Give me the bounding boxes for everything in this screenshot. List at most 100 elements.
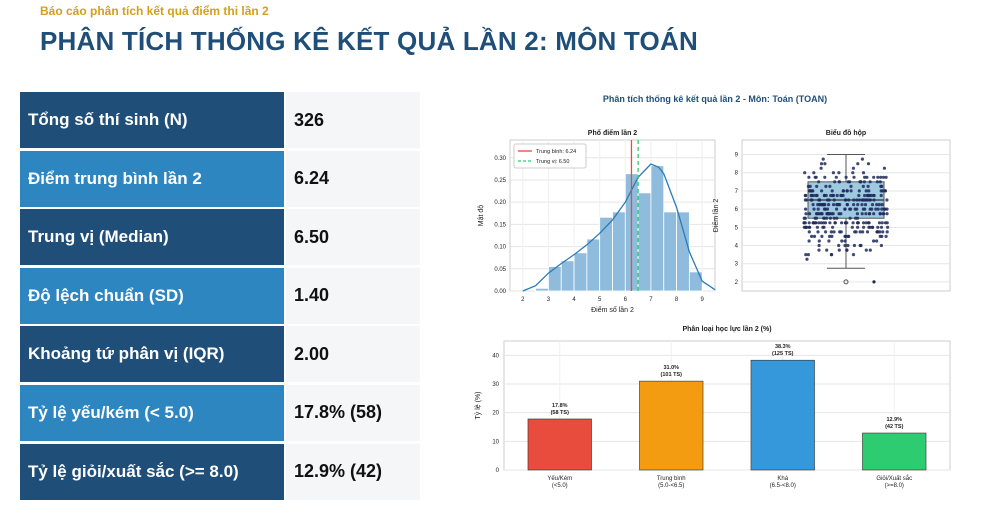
boxplot-point [874, 207, 878, 211]
boxplot-point [872, 175, 876, 179]
category-bar-label: 31.0% [663, 365, 679, 371]
boxplot-point [807, 230, 811, 234]
boxplot-point [845, 189, 849, 193]
stat-row-median: Trung vị (Median) 6.50 [20, 209, 420, 266]
boxplot-ytick-label: 5 [735, 225, 739, 231]
boxplot-point [865, 175, 869, 179]
boxplot-point [824, 184, 828, 188]
boxplot-point [881, 212, 885, 216]
boxplot-point [870, 203, 875, 207]
boxplot-point [866, 184, 870, 188]
category-bar [639, 380, 704, 471]
boxplot-ylabel: Điểm lần 2 [711, 199, 720, 233]
boxplot-point [846, 243, 850, 248]
boxplot-point [828, 184, 832, 188]
boxplot-point [867, 212, 871, 216]
boxplot-point [880, 221, 884, 225]
boxplot-ytick-label: 3 [735, 262, 739, 268]
boxplot-point [876, 225, 880, 229]
boxplot-point [878, 234, 882, 238]
boxplot-point [822, 216, 826, 220]
boxplot-point [847, 198, 851, 202]
boxplot-point [815, 184, 819, 188]
legend-label: Trung vị: 6.50 [536, 159, 569, 165]
category-xtick-range: (6.5-<8.0) [770, 483, 796, 489]
histogram-bar [650, 165, 665, 292]
stat-value: 17.8% (58) [286, 384, 420, 441]
boxplot-ytick-label: 7 [735, 189, 739, 195]
boxplot-point [876, 207, 880, 211]
histogram-bar [612, 211, 626, 292]
boxplot-point [845, 203, 849, 207]
histogram-xtick-label: 7 [649, 297, 653, 303]
boxplot-point [855, 212, 859, 216]
boxplot-point [843, 221, 847, 225]
boxplot-point [872, 212, 876, 216]
histogram-bar [663, 211, 677, 292]
histogram-bar [573, 252, 588, 292]
stat-label: Độ lệch chuẩn (SD) [20, 267, 284, 324]
boxplot-point [879, 225, 884, 229]
boxplot-point [834, 175, 838, 179]
boxplot-point [816, 230, 820, 234]
boxplot-point [881, 230, 885, 234]
figure-title: Phân tích thống kê kết quả lần 2 - Môn: … [603, 94, 827, 104]
boxplot-point [875, 180, 879, 184]
boxplot-ytick-label: 9 [735, 153, 739, 159]
boxplot-point [837, 248, 841, 252]
histogram-title: Phổ điểm lần 2 [588, 128, 638, 137]
histogram-xtick-label: 3 [547, 297, 551, 303]
boxplot-point [803, 171, 807, 175]
boxplot-point [857, 193, 861, 198]
stat-label: Tỷ lệ yếu/kém (< 5.0) [20, 384, 284, 441]
histogram-ytick-label: 0.20 [494, 200, 506, 206]
boxplot-point [866, 221, 871, 225]
boxplot-point [825, 207, 830, 211]
boxplot-point [880, 184, 884, 188]
boxplot-point [828, 216, 832, 220]
boxplot-point [811, 221, 815, 225]
boxplot-point [867, 198, 871, 202]
boxplot-point [817, 248, 821, 252]
category-bar-label: 17.8% [552, 403, 568, 409]
boxplot-point [852, 198, 856, 202]
boxplot-point [805, 257, 809, 261]
histogram-xtick-label: 2 [521, 297, 525, 303]
category-xtick-range: (<5.0) [552, 483, 568, 489]
boxplot-point [879, 175, 883, 179]
boxplot-point [803, 198, 807, 202]
boxplot-point [885, 207, 889, 211]
stat-label: Trung vị (Median) [20, 209, 284, 266]
report-subtitle: Báo cáo phân tích kết quả điểm thi lần 2 [40, 4, 269, 18]
stat-value: 2.00 [286, 326, 420, 383]
boxplot-point [819, 162, 824, 166]
boxplot-point [883, 189, 887, 193]
boxplot-point [879, 193, 883, 198]
boxplot-point [851, 171, 855, 175]
boxplot-point [849, 184, 853, 188]
boxplot-point [808, 212, 812, 216]
boxplot-point [848, 216, 852, 220]
histogram-bar [676, 211, 690, 292]
boxplot-point [822, 225, 826, 229]
boxplot-point [866, 162, 871, 166]
stat-value: 12.9% (42) [286, 443, 420, 500]
boxplot-point [849, 189, 853, 193]
boxplot-point [877, 203, 881, 207]
boxplot-point [881, 175, 886, 179]
category-bar-count: (58 TS) [551, 410, 570, 416]
boxplot-point [866, 193, 870, 198]
boxplot-point [818, 212, 822, 216]
boxplot-point [860, 212, 864, 216]
boxplot-point [808, 189, 812, 193]
boxplot-point [831, 193, 836, 198]
category-bar [750, 359, 815, 471]
boxplot-point [820, 189, 824, 193]
boxplot-point [817, 243, 821, 248]
category-xtick-label: Giỏi/Xuất sắc [876, 475, 912, 482]
boxplot-point [822, 193, 827, 198]
boxplot-point [872, 198, 876, 202]
boxplot-point [823, 162, 827, 166]
boxplot-point [823, 175, 827, 179]
boxplot-point [851, 221, 855, 225]
